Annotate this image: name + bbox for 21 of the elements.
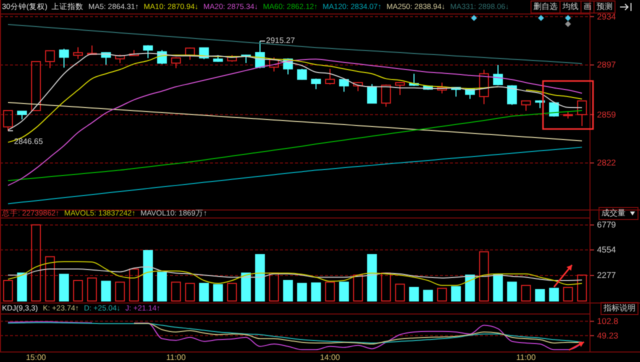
y-tick-label: 2934 xyxy=(597,11,616,22)
y-tick-label: 2897 xyxy=(597,60,616,70)
button: 删自选 xyxy=(530,0,560,14)
y-tick-label: 6779 xyxy=(597,220,616,230)
x-tick-label: 11:00 xyxy=(166,353,186,362)
button: 预测 xyxy=(594,0,616,14)
x-tick-label: 11:00 xyxy=(516,353,536,362)
button: 画 xyxy=(580,0,594,14)
button: 指标说明 xyxy=(600,302,638,315)
x-tick-label: 14:00 xyxy=(320,353,341,362)
y-tick-label: 102.8 xyxy=(597,316,619,326)
button: 均线 xyxy=(560,0,582,14)
y-tick-label: 2822 xyxy=(597,158,616,168)
x-tick-label: 15:00 xyxy=(26,353,47,362)
annotation: 2915.27 xyxy=(266,36,296,46)
y-tick-label: 2277 xyxy=(597,270,616,280)
y-tick-label: 2859 xyxy=(597,109,616,120)
y-tick-label: 49.23 xyxy=(597,330,619,340)
y-tick-label: 4554 xyxy=(597,244,616,255)
annotation: 2846.65 xyxy=(14,136,44,146)
button: 成交量 xyxy=(598,207,638,220)
